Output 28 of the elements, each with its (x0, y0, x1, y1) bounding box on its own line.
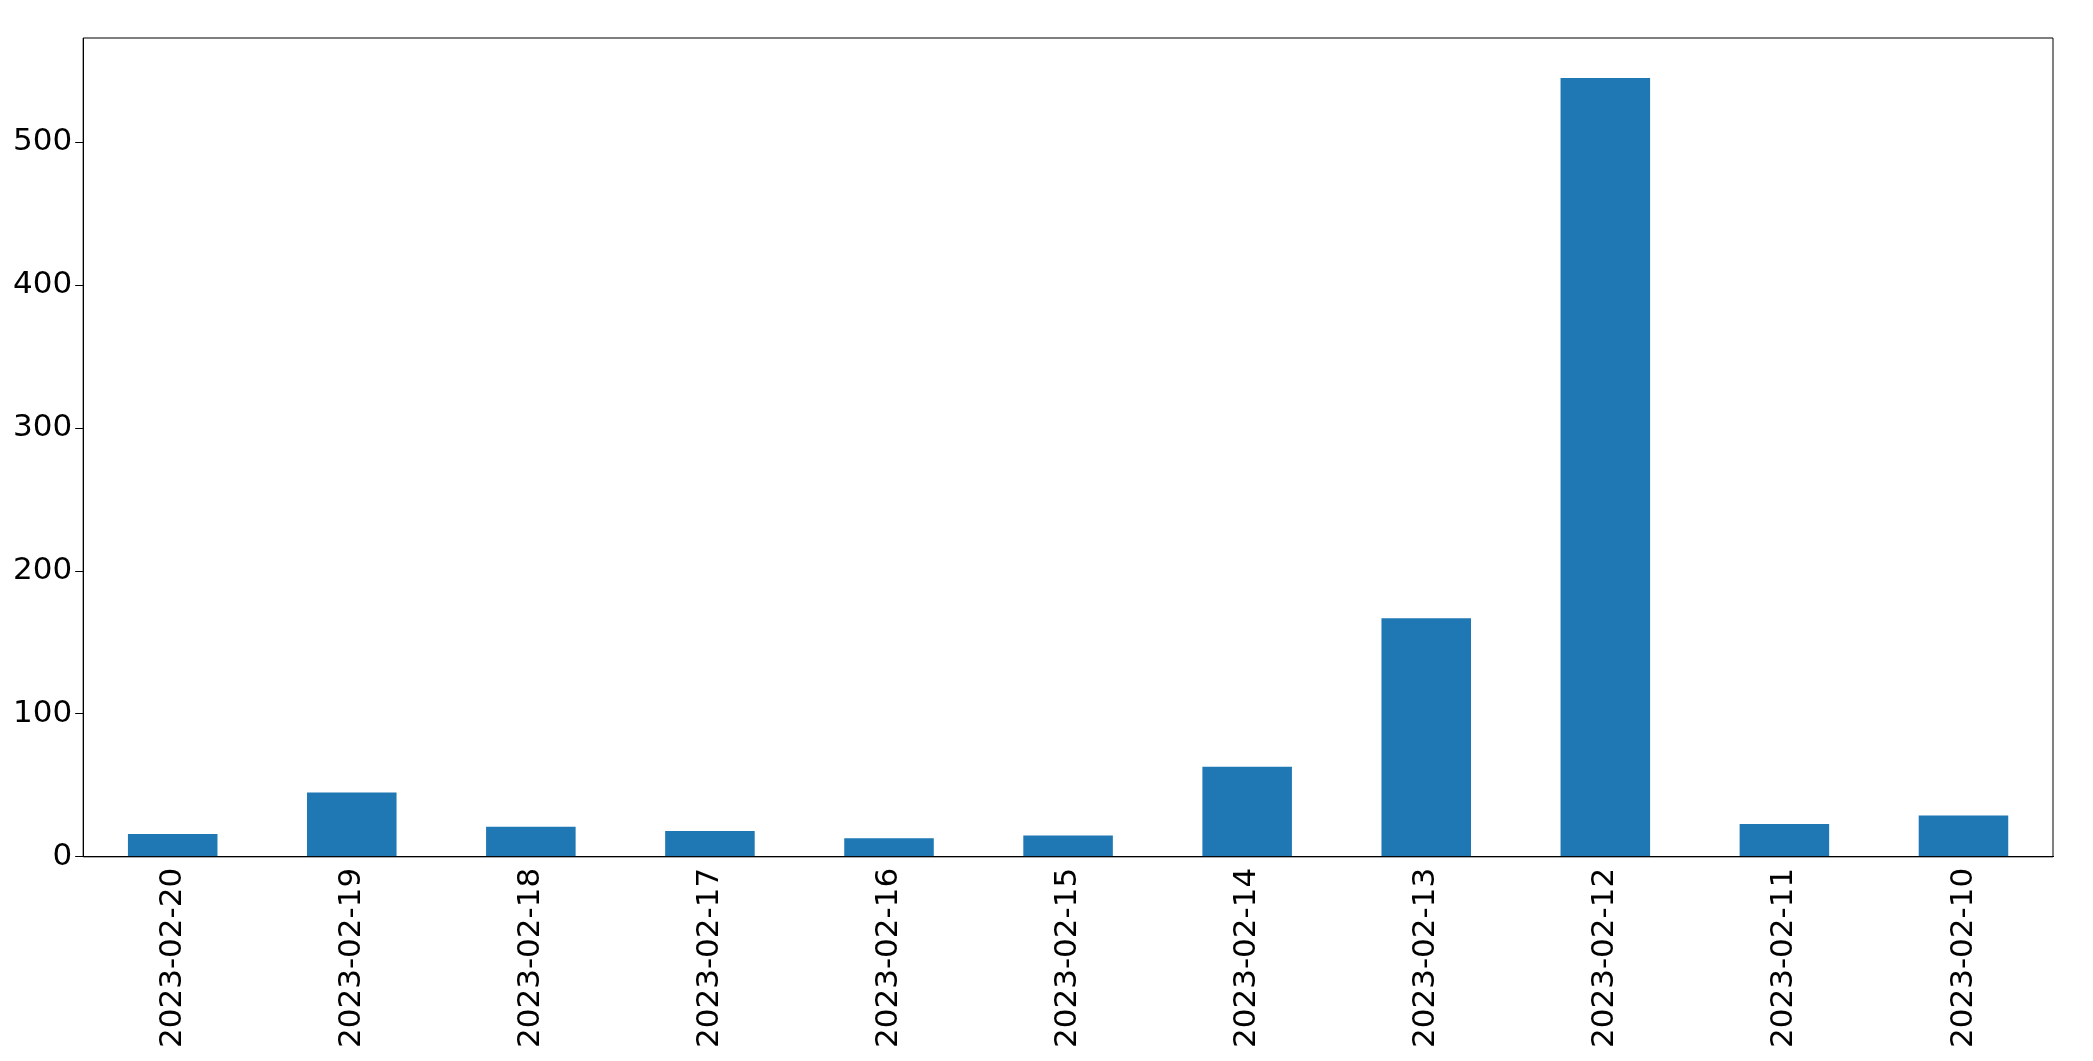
x-tick-label: 2023-02-11 (1763, 867, 1800, 1049)
x-tick-label: 2023-02-19 (330, 867, 367, 1049)
bar (486, 826, 576, 857)
bar (307, 792, 397, 857)
y-tick-label: 500 (13, 121, 73, 158)
x-tick-label: 2023-02-10 (1942, 867, 1979, 1049)
bar (665, 831, 755, 857)
x-tick-label: 2023-02-15 (1047, 867, 1084, 1049)
bar (1739, 823, 1830, 857)
x-tick-label: 2023-02-14 (1226, 867, 1263, 1049)
y-tick-label: 200 (13, 550, 73, 587)
bar (1918, 815, 2009, 857)
bar (127, 833, 218, 857)
bar (1381, 618, 1472, 857)
bar (1202, 766, 1292, 857)
y-tick-label: 0 (52, 835, 73, 872)
y-tick-label: 100 (13, 692, 73, 729)
x-tick-label: 2023-02-18 (509, 867, 546, 1049)
x-tick-label: 2023-02-12 (1584, 867, 1621, 1049)
bar (1023, 835, 1113, 857)
x-tick-label: 2023-02-16 (868, 867, 905, 1049)
x-tick-label: 2023-02-20 (151, 867, 188, 1049)
x-tick-label: 2023-02-13 (1405, 867, 1442, 1049)
y-tick-label: 400 (13, 264, 73, 301)
bar (1560, 78, 1651, 857)
x-tick-label: 2023-02-17 (688, 867, 725, 1049)
y-tick-label: 300 (13, 407, 73, 444)
bar (844, 838, 934, 857)
